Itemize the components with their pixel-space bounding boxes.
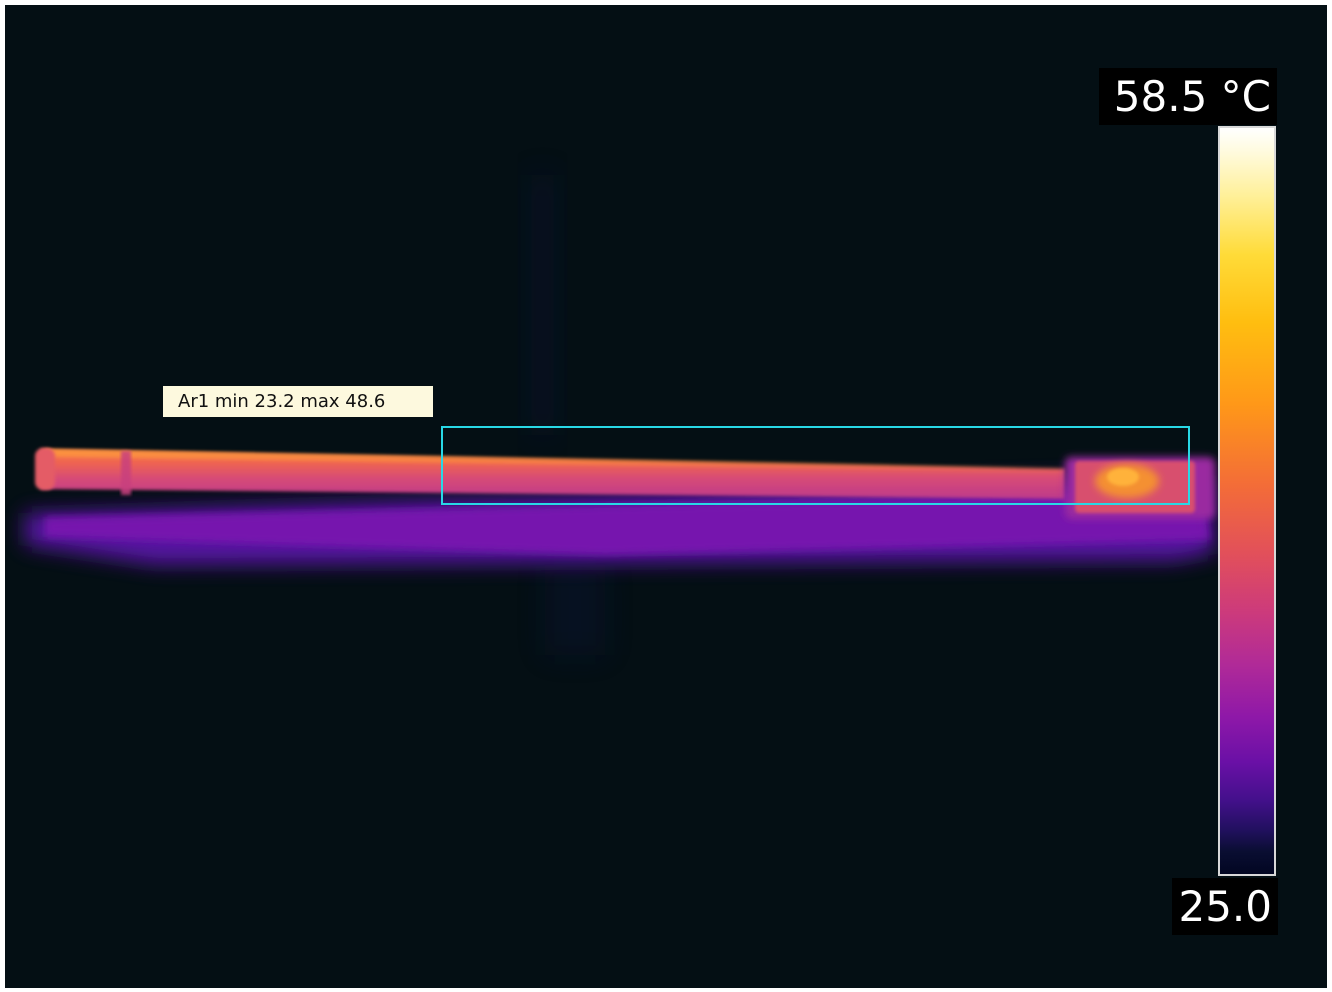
rod-body (41, 449, 1065, 499)
faint-spot (545, 565, 605, 655)
roi-rectangle[interactable] (441, 426, 1190, 505)
scale-min-label: 25.0 (1172, 878, 1278, 935)
reflection-core (45, 493, 1210, 555)
faint-trace (530, 175, 555, 435)
rod-left-end (35, 448, 55, 490)
clamp-hotspot-core (1107, 468, 1139, 486)
rod-top-edge (45, 449, 1065, 473)
temperature-scale-bar (1218, 126, 1276, 876)
roi-measurement-label: Ar1 min 23.2 max 48.6 (163, 386, 433, 417)
rod-collar (121, 451, 131, 495)
thermal-scene (25, 175, 1215, 655)
scale-max-label: 58.5 °C (1099, 68, 1277, 125)
thermal-image: Ar1 min 23.2 max 48.6 58.5 °C 25.0 (5, 5, 1327, 988)
